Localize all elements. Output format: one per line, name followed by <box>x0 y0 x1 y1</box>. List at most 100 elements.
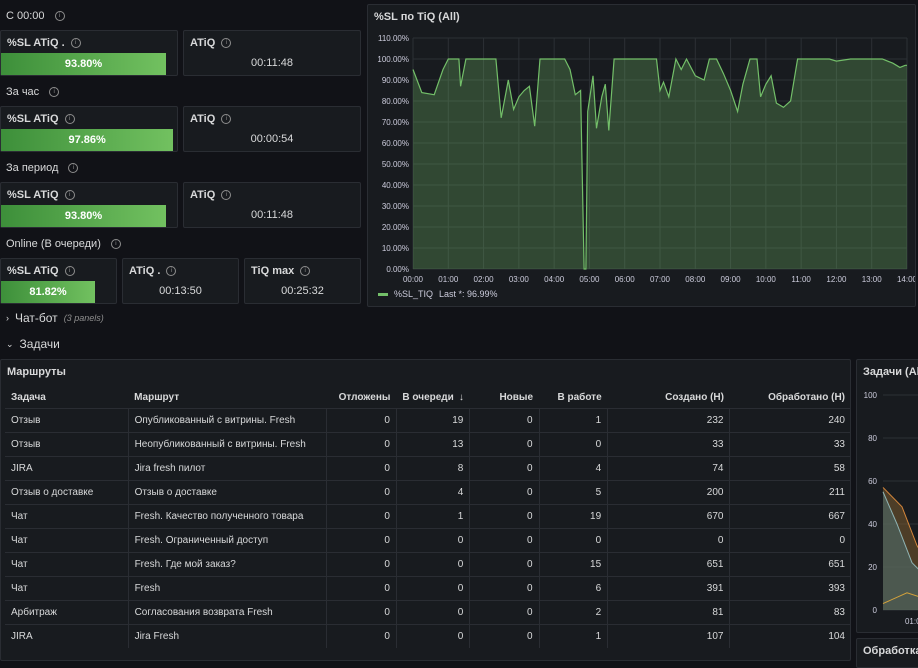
table-row[interactable]: Отзыв Неопубликованный с витрины. Fresh 0 1… <box>5 432 851 457</box>
info-icon[interactable]: i <box>64 190 75 200</box>
info-icon[interactable]: i <box>300 266 311 276</box>
table-cell: 0 <box>326 456 397 481</box>
table-cell: 0 <box>326 504 397 529</box>
table-row[interactable]: JIRA Jira fresh пилот 0 8 0 4 74 58 <box>5 456 851 481</box>
column-header[interactable]: В очереди ↓ <box>396 386 469 409</box>
atiq-panel-0-title-text: ATiQ <box>190 37 216 49</box>
y-tick-label: 110.00% <box>378 34 409 43</box>
table-cell: Неопубликованный с витрины. Fresh <box>127 432 327 457</box>
table-row[interactable]: Чат Fresh. Где мой заказ? 0 0 0 15 651 651 <box>5 552 851 577</box>
sl-value: 93.80% <box>64 210 103 222</box>
table-row[interactable]: Чат Fresh. Качество полученного товара 0 1 0… <box>5 504 851 529</box>
y-tick-label: 0.00% <box>386 265 409 274</box>
chevron-right-icon: › <box>6 313 9 323</box>
group-title-0-text: С 00:00 <box>6 10 45 22</box>
table-cell: 8 <box>395 456 470 481</box>
table-cell: 33 <box>607 432 730 457</box>
table-cell: 0 <box>326 576 397 601</box>
online-atiq-panel: ATiQ . i 00:13:50 <box>122 258 239 304</box>
table-cell: 0 <box>469 576 540 601</box>
table-cell: 4 <box>395 480 470 505</box>
x-tick-label: 10:00 <box>756 275 777 284</box>
column-header-label: Задача <box>11 391 46 403</box>
column-header[interactable]: Маршрут <box>128 386 327 409</box>
table-cell: 0 <box>395 528 470 553</box>
sl-tiq-chart[interactable]: 0.00% 10.00% 20.00% 30.00% 40.00% 50.00% 60.00… <box>368 5 915 285</box>
sl-panel-2-title: %SL ATiQ i <box>7 189 75 201</box>
info-icon[interactable]: i <box>64 266 75 276</box>
chart-legend[interactable]: %SL_TIQ Last *: 96.99% <box>378 289 498 299</box>
table-row[interactable]: Арбитраж Согласования возврата Fresh 0 0 0 2 8… <box>5 600 851 625</box>
info-icon[interactable]: i <box>68 163 79 173</box>
column-header[interactable]: Обработано (Н) <box>730 386 851 409</box>
y-tick-label: 40.00% <box>382 181 409 190</box>
online-tiqmax-panel-title-text: TiQ max <box>251 265 295 277</box>
column-header[interactable]: Отложены <box>327 386 397 409</box>
section-chatbot[interactable]: › Чат-бот (3 panels) <box>6 311 104 325</box>
column-header[interactable]: Новые <box>470 386 539 409</box>
table-cell: 81 <box>607 600 730 625</box>
info-icon[interactable]: i <box>49 87 60 97</box>
section-chatbot-count: (3 panels) <box>63 313 104 323</box>
atiq-panel-0: ATiQ i 00:11:48 <box>183 30 361 76</box>
tasks-line-teal <box>882 491 918 570</box>
section-tasks[interactable]: ⌄ Задачи <box>6 337 60 351</box>
y-tick-label: 90.00% <box>382 76 409 85</box>
x-tick-label: 09:00 <box>721 275 742 284</box>
info-icon[interactable]: i <box>221 38 232 48</box>
table-cell: 211 <box>729 480 851 505</box>
tasks-y-tick: 100 <box>864 391 878 400</box>
group-title-2: За период i <box>6 162 79 174</box>
x-tick-label: 11:00 <box>791 275 811 284</box>
column-header[interactable]: Задача <box>5 386 128 409</box>
table-row[interactable]: Отзыв Опубликованный с витрины. Fresh 0 19 0… <box>5 408 851 433</box>
table-cell: Отзыв о доставке <box>5 480 129 505</box>
tasks-chart[interactable]: 0 20 40 60 80 100 01:00 <box>857 360 918 634</box>
table-cell: 0 <box>538 528 608 553</box>
atiq-panel-0-title: ATiQ i <box>190 37 232 49</box>
processing-title: Обработка ч <box>863 645 918 657</box>
sl-value: 81.82% <box>29 286 67 298</box>
table-cell: 19 <box>538 504 608 529</box>
online-atiq-panel-title-text: ATiQ . <box>129 265 161 277</box>
table-row[interactable]: JIRA Jira Fresh 0 0 0 1 107 104 <box>5 624 851 648</box>
column-header[interactable]: Создано (Н) <box>608 386 730 409</box>
table-cell: 1 <box>395 504 470 529</box>
table-row[interactable]: Чат Fresh. Ограниченный доступ 0 0 0 0 0 0 <box>5 528 851 553</box>
tasks-y-tick: 80 <box>868 434 877 443</box>
info-icon[interactable]: i <box>110 239 121 249</box>
stat-value: 00:11:48 <box>250 209 293 221</box>
table-cell: 13 <box>395 432 470 457</box>
sl-panel-0-title: %SL ATiQ . i <box>7 37 81 49</box>
table-cell: Отзыв <box>5 432 129 457</box>
table-cell: Отзыв о доставке <box>127 480 327 505</box>
series-line[interactable] <box>412 57 907 270</box>
table-row[interactable]: Отзыв о доставке Отзыв о доставке 0 4 0 5 200 2… <box>5 480 851 505</box>
sl-panel-0-title-text: %SL ATiQ . <box>7 37 65 49</box>
table-cell: Согласования возврата Fresh <box>127 600 327 625</box>
column-header[interactable]: В работе <box>539 386 608 409</box>
table-cell: Опубликованный с витрины. Fresh <box>127 408 327 433</box>
table-cell: 0 <box>469 408 540 433</box>
x-tick-label: 07:00 <box>650 275 671 284</box>
x-tick-label: 00:00 <box>403 275 424 284</box>
info-icon[interactable]: i <box>54 11 65 21</box>
table-cell: 1 <box>538 408 608 433</box>
info-icon[interactable]: i <box>70 38 81 48</box>
info-icon[interactable]: i <box>221 114 232 124</box>
x-tick-label: 14:00 <box>897 275 915 284</box>
info-icon[interactable]: i <box>166 266 177 276</box>
info-icon[interactable]: i <box>64 114 75 124</box>
table-cell: Jira Fresh <box>127 624 327 648</box>
sl-panel-2: %SL ATiQ i 93.80% <box>0 182 178 228</box>
routes-table-title: Маршруты <box>7 366 66 378</box>
table-cell: 651 <box>729 552 851 577</box>
tasks-y-tick: 0 <box>873 606 878 615</box>
info-icon[interactable]: i <box>221 190 232 200</box>
table-cell: 0 <box>469 600 540 625</box>
table-row[interactable]: Чат Fresh 0 0 0 6 391 393 <box>5 576 851 601</box>
x-tick-label: 06:00 <box>615 275 636 284</box>
table-cell: 670 <box>607 504 730 529</box>
legend-swatch <box>378 292 388 296</box>
table-cell: Арбитраж <box>5 600 129 625</box>
